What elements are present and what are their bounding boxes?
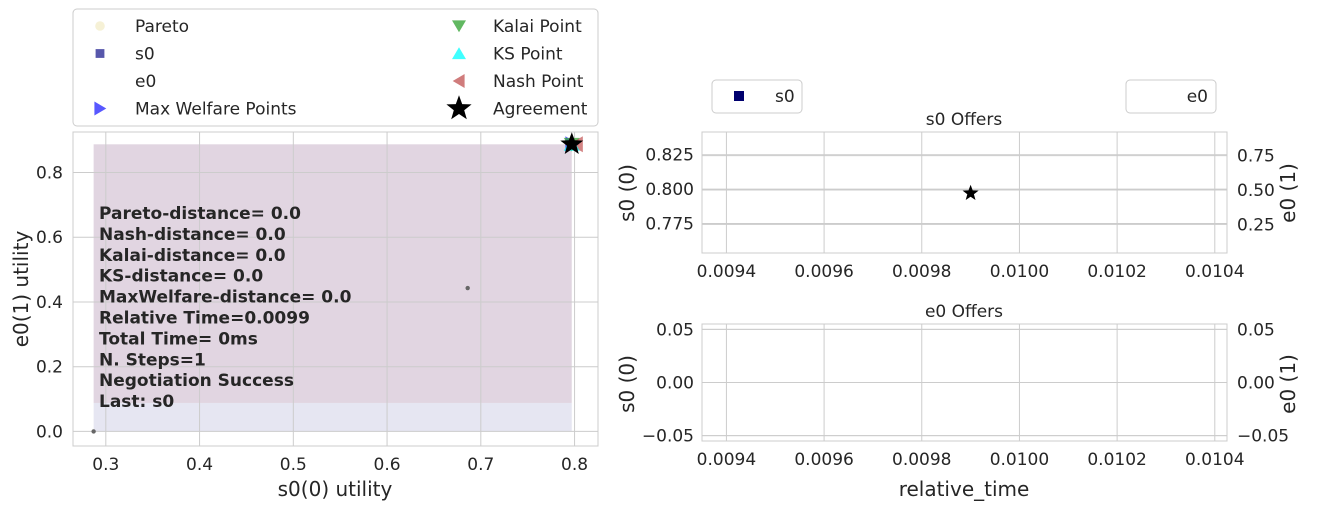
utility-y-tick-label: 0.4 xyxy=(36,293,63,313)
s-x-tick-label: 0.0104 xyxy=(1185,262,1244,282)
s0-offer-marker xyxy=(962,184,979,200)
s0-offers-legend-label-e0: e0 xyxy=(1187,87,1208,107)
utility-plot: 0.3 0.4 0.5 0.6 0.7 0.8 0.0 0.2 0.4 0.6 0.8 Paret… xyxy=(9,131,599,501)
s-y2-tick-label: 0.25 xyxy=(1237,215,1275,235)
s-y-tick-label: 0.825 xyxy=(645,146,694,166)
s-y-tick-label: 0.800 xyxy=(645,180,694,200)
utility-y-tick-label: 0.8 xyxy=(36,163,63,183)
summary-line: MaxWelfare-distance= 0.0 xyxy=(99,288,352,308)
e-y2-tick-label: −0.05 xyxy=(1237,427,1289,447)
e-x-tick-label: 0.0096 xyxy=(794,450,853,470)
utility-plot-frame xyxy=(72,131,599,447)
s0-offers-legend-right[interactable]: e0 xyxy=(1125,79,1217,114)
utility-legend[interactable]: Pareto Kalai Point s0 KS Point e0 Nash Point M… xyxy=(72,8,599,127)
summary-line: KS-distance= 0.0 xyxy=(99,267,263,287)
s0-offers-legend-label-s0: s0 xyxy=(775,87,795,107)
utility-region-0 xyxy=(93,402,572,432)
agreement-marker xyxy=(560,132,584,154)
utility-y-tick-label: 0.0 xyxy=(36,422,63,442)
s0-offers-legend-left[interactable]: s0 xyxy=(711,79,803,114)
s-y2-tick-label: 0.75 xyxy=(1237,147,1275,167)
outcome-point xyxy=(91,429,96,434)
s-x-tick-label: 0.0102 xyxy=(1087,262,1146,282)
utility-x-tick-label: 0.7 xyxy=(467,455,494,475)
e-x-tick-label: 0.0098 xyxy=(892,450,951,470)
legend-label-nash-point: Nash Point xyxy=(493,72,584,92)
e-y-tick-label: −0.05 xyxy=(642,427,694,447)
s0-legend-marker xyxy=(734,91,744,101)
e0-offers-x-axis-label: relative_time xyxy=(899,477,1030,501)
e0-offers-y2-axis-label: e0 (1) xyxy=(1276,354,1300,414)
e0-offers-title: e0 Offers xyxy=(925,302,1003,322)
pareto-legend-marker xyxy=(95,21,105,31)
utility-legend-box xyxy=(72,8,599,127)
outcome-point xyxy=(465,285,470,291)
kalai-point-legend-marker xyxy=(452,20,466,33)
summary-line: N. Steps=1 xyxy=(99,350,206,370)
s0-offers-y2-axis-label: e0 (1) xyxy=(1276,163,1300,223)
s-y-tick-label: 0.775 xyxy=(645,214,694,234)
negotiation-summary: Pareto-distance= 0.0 Nash-distance= 0.0 Ka… xyxy=(99,204,352,412)
legend-label-ks-point: KS Point xyxy=(493,45,563,65)
e0-offers-frame xyxy=(701,323,1228,442)
utility-x-tick-label: 0.4 xyxy=(186,455,213,475)
s-x-tick-label: 0.0100 xyxy=(990,262,1049,282)
legend-label-e0: e0 xyxy=(135,72,156,92)
s0-offers-legend-right-box xyxy=(1125,79,1217,114)
legend-label-agreement: Agreement xyxy=(493,100,588,120)
utility-y-axis-label: e0(1) utility xyxy=(9,231,33,348)
e-y-tick-label: 0.00 xyxy=(656,374,694,394)
legend-label-max-welfare-points: Max Welfare Points xyxy=(135,100,297,120)
utility-region-1 xyxy=(93,144,572,403)
legend-label-s0: s0 xyxy=(135,45,155,65)
e-x-tick-label: 0.0094 xyxy=(697,450,756,470)
s0-offers-plot: 0.0094 0.0096 0.0098 0.0100 0.0102 0.0104 0.7… xyxy=(615,110,1300,282)
s0-legend-marker xyxy=(95,49,105,58)
s-x-tick-label: 0.0094 xyxy=(697,262,756,282)
ks-point-legend-marker xyxy=(452,47,466,60)
e-y2-tick-label: 0.05 xyxy=(1237,320,1275,340)
legend-label-pareto: Pareto xyxy=(135,17,189,37)
e-y2-tick-label: 0.00 xyxy=(1237,374,1275,394)
s0-offers-y-axis-label: s0 (0) xyxy=(615,164,639,222)
summary-line: Kalai-distance= 0.0 xyxy=(99,246,286,266)
e0-offers-plot: 0.0094 0.0096 0.0098 0.0100 0.0102 0.0104 −0.… xyxy=(615,302,1300,501)
s-x-tick-label: 0.0098 xyxy=(892,262,951,282)
s-x-tick-label: 0.0096 xyxy=(794,262,853,282)
summary-line: Relative Time=0.0099 xyxy=(99,309,310,329)
e-x-tick-label: 0.0100 xyxy=(990,450,1049,470)
s0-offers-frame xyxy=(701,131,1228,254)
s0-offers-legend-left-box xyxy=(711,79,803,114)
summary-line: Negotiation Success xyxy=(99,371,294,391)
utility-x-axis-label: s0(0) utility xyxy=(278,477,393,501)
utility-x-tick-label: 0.6 xyxy=(374,455,401,475)
summary-line: Pareto-distance= 0.0 xyxy=(99,204,301,224)
e0-offers-y-axis-label: s0 (0) xyxy=(615,355,639,413)
utility-x-tick-label: 0.8 xyxy=(561,455,588,475)
legend-label-kalai-point: Kalai Point xyxy=(493,17,582,37)
summary-line: Last: s0 xyxy=(99,392,174,412)
e-y-tick-label: 0.05 xyxy=(656,320,694,340)
s0-offers-title: s0 Offers xyxy=(926,110,1003,130)
utility-y-tick-label: 0.6 xyxy=(36,228,63,248)
summary-line: Nash-distance= 0.0 xyxy=(99,225,286,245)
utility-y-tick-label: 0.2 xyxy=(36,358,63,378)
e-x-tick-label: 0.0102 xyxy=(1087,450,1146,470)
max-welfare-points-legend-marker xyxy=(94,101,107,116)
utility-x-tick-label: 0.3 xyxy=(92,455,119,475)
summary-line: Total Time= 0ms xyxy=(99,329,258,349)
s-y2-tick-label: 0.50 xyxy=(1237,181,1275,201)
nash-point-legend-marker xyxy=(452,74,465,88)
e-x-tick-label: 0.0104 xyxy=(1185,450,1244,470)
utility-x-tick-label: 0.5 xyxy=(280,455,307,475)
agreement-legend-marker xyxy=(446,95,472,120)
